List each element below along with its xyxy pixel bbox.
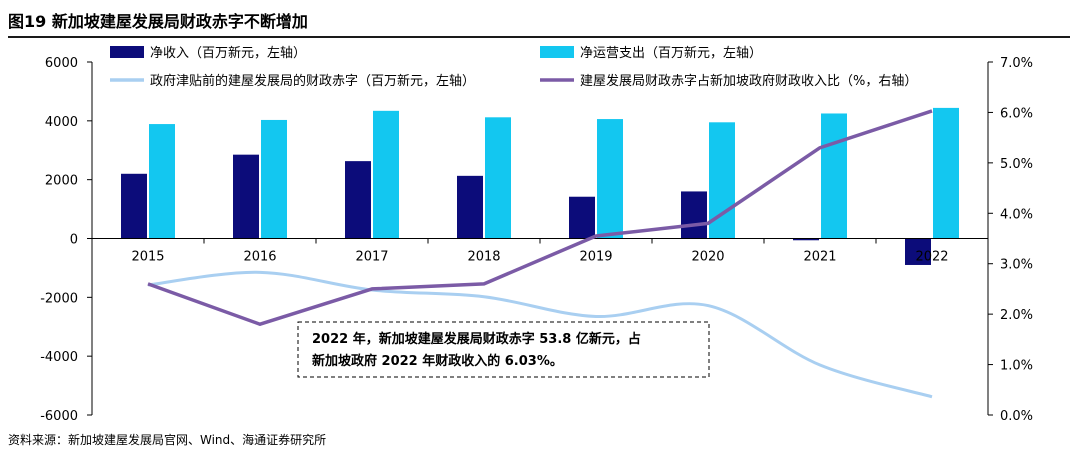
source-note: 资料来源：新加坡建屋发展局官网、Wind、海通证券研究所 xyxy=(8,433,327,447)
annotation-line-2: 新加坡政府 2022 年财政收入的 6.03%。 xyxy=(312,353,563,369)
x-tick-label: 2022 xyxy=(915,250,948,265)
right-axis: 7.0% 6.0% 5.0% 4.0% 3.0% 2.0% 1.0% 0.0% xyxy=(987,56,1033,424)
right-tick-label: 1.0% xyxy=(1000,359,1033,374)
right-tick-label: 4.0% xyxy=(1000,207,1033,222)
right-tick-label: 7.0% xyxy=(1000,56,1033,71)
line-deficit-before-subsidy xyxy=(147,270,933,399)
bar-net-operating-expense xyxy=(933,107,959,239)
bar-net-operating-expense xyxy=(261,119,287,239)
right-tick-label: 6.0% xyxy=(1000,106,1033,121)
right-tick-label: 5.0% xyxy=(1000,157,1033,172)
legend-label: 建屋发展局财政赤字占新加坡政府财政收入比（%，右轴） xyxy=(580,73,917,89)
legend-label: 净运营支出（百万新元，左轴） xyxy=(580,45,762,61)
chart-title: 图19 新加坡建屋发展局财政赤字不断增加 xyxy=(8,12,308,31)
bar-net-income xyxy=(345,161,371,239)
bar-series xyxy=(121,107,959,265)
bar-net-income xyxy=(457,175,483,239)
x-tick-label: 2020 xyxy=(691,250,724,265)
annotation-line-1: 2022 年，新加坡建屋发展局财政赤字 53.8 亿新元，占 xyxy=(312,331,641,347)
left-tick-label: -4000 xyxy=(40,350,78,365)
left-tick-label: 4000 xyxy=(45,115,78,130)
bar-net-operating-expense xyxy=(597,119,623,239)
legend-swatch xyxy=(110,46,144,58)
bar-net-operating-expense xyxy=(821,113,847,239)
bar-net-operating-expense xyxy=(373,110,399,239)
legend-swatch xyxy=(540,46,574,58)
bar-net-income xyxy=(233,154,259,239)
x-tick-label: 2019 xyxy=(579,250,612,265)
right-tick-label: 0.0% xyxy=(1000,409,1033,424)
left-tick-label: -6000 xyxy=(40,409,78,424)
line-series xyxy=(147,109,933,399)
x-tick-label: 2016 xyxy=(243,250,276,265)
left-axis: 6000 4000 2000 0 -2000 -4000 -6000 xyxy=(40,56,93,424)
bar-net-income xyxy=(905,238,931,265)
title-divider xyxy=(8,36,1070,38)
bar-net-income xyxy=(681,191,707,239)
legend-label: 政府津贴前的建屋发展局的财政赤字（百万新元，左轴） xyxy=(150,73,475,89)
left-tick-label: 0 xyxy=(70,233,78,248)
right-tick-label: 2.0% xyxy=(1000,308,1033,323)
x-tick-label: 2018 xyxy=(467,250,500,265)
left-tick-label: 6000 xyxy=(45,56,78,71)
legend-label: 净收入（百万新元，左轴） xyxy=(150,45,306,61)
bar-net-income xyxy=(121,173,147,239)
annotation-box: 2022 年，新加坡建屋发展局财政赤字 53.8 亿新元，占 新加坡政府 202… xyxy=(297,321,710,378)
x-tick-label: 2017 xyxy=(355,250,388,265)
left-tick-label: -2000 xyxy=(40,291,78,306)
bar-net-income xyxy=(569,196,595,239)
bar-net-operating-expense xyxy=(485,117,511,239)
line-deficit-ratio xyxy=(147,109,933,326)
x-tick-label: 2015 xyxy=(131,250,164,265)
x-axis: 2015 2016 2017 2018 2019 2020 2021 2022 xyxy=(91,238,989,265)
left-tick-label: 2000 xyxy=(45,174,78,189)
legend: 净收入（百万新元，左轴） 净运营支出（百万新元，左轴） 政府津贴前的建屋发展局的财政… xyxy=(110,45,917,89)
bar-net-income xyxy=(793,238,819,241)
right-tick-label: 3.0% xyxy=(1000,258,1033,273)
bar-net-operating-expense xyxy=(149,124,175,239)
x-tick-label: 2021 xyxy=(803,250,836,265)
